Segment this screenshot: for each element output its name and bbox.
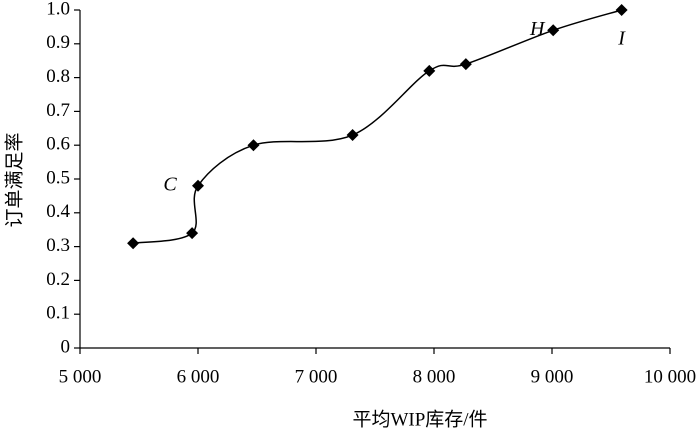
x-tick-label: 8 000 (413, 366, 456, 387)
marker (615, 4, 628, 16)
y-tick-label: 0 (61, 336, 71, 357)
y-tick-label: 0.2 (46, 269, 70, 290)
y-tick-label: 0.4 (46, 201, 70, 222)
marker (346, 129, 359, 142)
marker (423, 64, 436, 77)
x-tick-label: 6 000 (177, 366, 220, 387)
x-tick-label: 7 000 (295, 366, 338, 387)
marker (459, 58, 472, 71)
x-tick-label: 9 000 (531, 366, 574, 387)
y-tick-label: 0.1 (46, 303, 70, 324)
annotation: C (163, 173, 177, 195)
y-tick-label: 0.3 (46, 235, 70, 256)
y-tick-label: 0.6 (46, 134, 70, 155)
annotation: I (617, 28, 626, 50)
marker (127, 237, 140, 250)
marker (186, 227, 199, 240)
line (132, 9, 622, 244)
x-tick-label: 5 000 (59, 366, 102, 387)
y-tick-label: 1.0 (46, 0, 70, 19)
x-tick-label: 10 000 (644, 366, 696, 387)
y-tick-label: 0.5 (46, 167, 70, 188)
y-tick-label: 0.7 (46, 100, 70, 121)
x-axis-label: 平均WIP库存/件 (352, 408, 487, 430)
marker (247, 139, 260, 152)
y-tick-label: 0.8 (46, 66, 70, 87)
y-axis-label: 订单满足率 (3, 132, 25, 227)
marker (547, 24, 560, 37)
annotation: H (529, 18, 546, 40)
y-tick-label: 0.9 (46, 32, 70, 53)
marker (192, 179, 204, 192)
